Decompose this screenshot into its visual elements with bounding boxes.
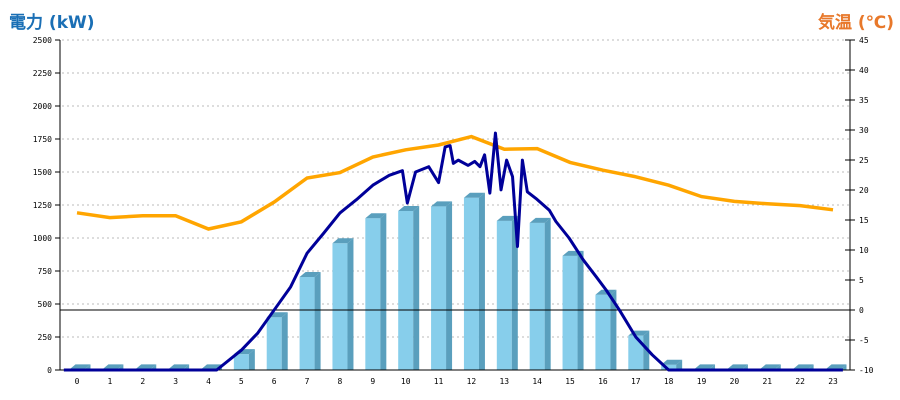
bar-top (365, 213, 387, 219)
x-tick-label: 1 (107, 377, 112, 386)
right-tick-label: -10 (859, 366, 874, 375)
bar-top (398, 205, 420, 211)
x-tick-label: 15 (565, 377, 575, 386)
bar (266, 317, 282, 370)
bar-top (135, 364, 157, 370)
bar (595, 294, 611, 370)
x-tick-label: 18 (664, 377, 674, 386)
x-tick-label: 11 (434, 377, 444, 386)
right-tick-label: 35 (859, 96, 869, 105)
x-tick-label: 0 (75, 377, 80, 386)
bar-side (446, 201, 453, 370)
bar-side (676, 359, 683, 370)
bar (299, 276, 315, 370)
x-tick-label: 8 (338, 377, 343, 386)
bar-top (792, 364, 814, 370)
x-tick-label: 14 (532, 377, 542, 386)
right-tick-label: 5 (859, 276, 864, 285)
bar (496, 220, 512, 370)
bar-side (380, 213, 387, 370)
left-tick-label: 500 (38, 300, 53, 309)
x-tick-label: 22 (795, 377, 805, 386)
left-tick-label: 1750 (33, 135, 52, 144)
x-tick-label: 5 (239, 377, 244, 386)
x-tick-label: 16 (598, 377, 608, 386)
bar (628, 335, 644, 370)
right-tick-label: 45 (859, 36, 869, 45)
bar (463, 197, 479, 370)
bar-top (431, 201, 453, 207)
temperature-line (76, 134, 834, 231)
x-tick-label: 10 (401, 377, 411, 386)
bar-top (463, 192, 485, 198)
left-tick-label: 2000 (33, 102, 52, 111)
x-tick-label: 12 (467, 377, 477, 386)
bar (365, 218, 381, 370)
right-tick-label: 30 (859, 126, 869, 135)
bar-top (661, 359, 683, 365)
bar-top (759, 364, 781, 370)
bar (661, 364, 677, 370)
x-tick-label: 20 (730, 377, 740, 386)
bar-top (332, 238, 354, 244)
x-tick-label: 4 (206, 377, 211, 386)
bar (233, 354, 249, 370)
bar-top (529, 217, 551, 223)
right-tick-label: 10 (859, 246, 869, 255)
left-tick-label: 1000 (33, 234, 52, 243)
bar-top (694, 364, 716, 370)
bar-top (168, 364, 190, 370)
bar-top (69, 364, 91, 370)
left-tick-label: 2250 (33, 69, 52, 78)
x-tick-label: 19 (697, 377, 707, 386)
bar (398, 210, 414, 370)
x-tick-label: 17 (631, 377, 641, 386)
x-tick-label: 13 (499, 377, 509, 386)
right-tick-label: 0 (859, 306, 864, 315)
left-tick-label: 750 (38, 267, 53, 276)
bar (529, 222, 545, 370)
bar-side (347, 238, 354, 370)
bar-top (102, 364, 124, 370)
bar-top (726, 364, 748, 370)
x-tick-label: 2 (140, 377, 145, 386)
right-tick-label: -5 (859, 336, 869, 345)
bar (562, 255, 578, 370)
bar-top (825, 364, 847, 370)
bar-side (511, 215, 518, 370)
bar-side (544, 217, 551, 370)
bar-side (281, 312, 288, 370)
right-tick-label: 20 (859, 186, 869, 195)
left-tick-label: 250 (38, 333, 53, 342)
power-line (63, 131, 843, 372)
left-axis-title: 電力 (kW) (9, 13, 95, 33)
x-tick-label: 3 (173, 377, 178, 386)
bar-side (248, 349, 255, 370)
right-axis-title: 気温 (℃) (817, 13, 894, 33)
bar-top (299, 271, 321, 277)
left-tick-label: 0 (47, 366, 52, 375)
right-tick-label: 15 (859, 216, 869, 225)
bar-side (478, 192, 485, 370)
left-tick-label: 1250 (33, 201, 52, 210)
x-tick-label: 7 (305, 377, 310, 386)
x-tick-label: 9 (370, 377, 375, 386)
left-tick-label: 2500 (33, 36, 52, 45)
right-tick-label: 40 (859, 66, 869, 75)
right-tick-label: 25 (859, 156, 869, 165)
bar-top (496, 215, 518, 221)
x-tick-label: 6 (272, 377, 277, 386)
x-tick-label: 23 (828, 377, 838, 386)
bar-side (413, 205, 420, 370)
x-tick-label: 21 (762, 377, 772, 386)
left-tick-label: 1500 (33, 168, 52, 177)
bar (332, 243, 348, 370)
bar (431, 206, 447, 370)
bar-side (314, 271, 321, 370)
